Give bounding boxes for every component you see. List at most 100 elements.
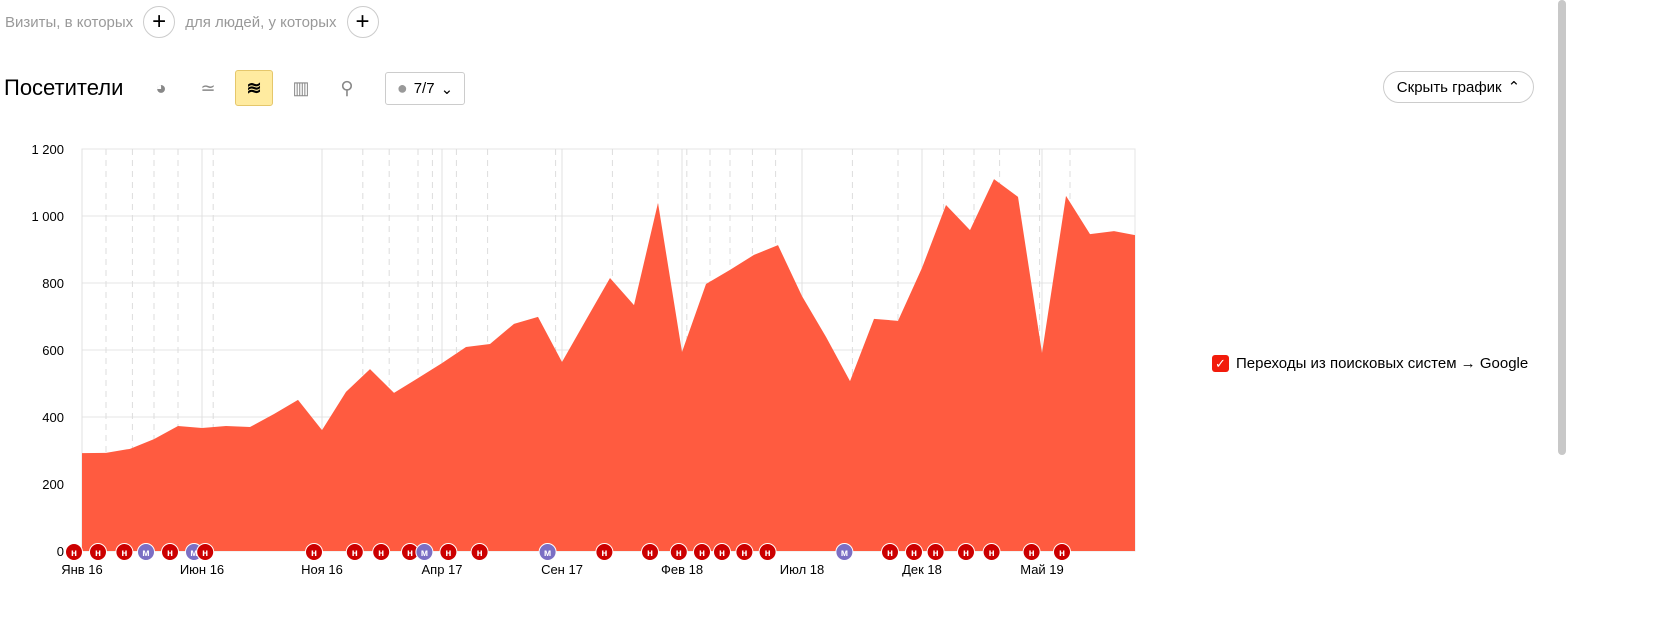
notes-dropdown[interactable]: ● 7/7 ⌄	[385, 72, 465, 105]
annotation-marker[interactable]: н	[641, 543, 659, 561]
legend-item[interactable]: ✓ Переходы из поисковых систем → Google	[1212, 355, 1528, 372]
annotation-marker[interactable]: м	[538, 543, 557, 561]
bar-chart-button[interactable]: ▥	[282, 70, 320, 106]
y-tick-label: 400	[42, 410, 64, 425]
comment-icon: ●	[396, 78, 408, 98]
map-icon: ⚲	[340, 77, 354, 98]
annotation-bubble-icon	[196, 543, 215, 561]
annotation-bubble-icon	[89, 543, 107, 561]
annotation-marker[interactable]: н	[470, 543, 489, 561]
annotation-bubble-icon	[957, 543, 975, 561]
annotation-marker[interactable]: н	[693, 543, 711, 561]
checkbox-checked-icon[interactable]: ✓	[1212, 355, 1229, 372]
x-tick-label: Май 19	[1020, 562, 1064, 577]
annotation-bubble-icon	[137, 543, 155, 561]
annotation-marker[interactable]: н	[1053, 543, 1071, 561]
x-tick-label: Янв 16	[61, 562, 103, 577]
hide-chart-button[interactable]: Скрыть график ⌃	[1383, 71, 1534, 103]
x-tick-label: Фев 18	[661, 562, 703, 577]
annotation-bubble-icon	[595, 543, 614, 561]
annotation-bubble-icon	[926, 543, 945, 561]
annotation-bubble-icon	[415, 543, 434, 561]
annotation-type: н	[71, 548, 77, 559]
annotation-marker[interactable]: н	[65, 543, 83, 561]
annotation-type: н	[963, 548, 969, 559]
annotation-bubble-icon	[758, 543, 777, 561]
annotation-marker[interactable]: м	[137, 543, 155, 561]
annotation-marker[interactable]: н	[161, 543, 179, 561]
annotation-marker[interactable]: н	[1022, 543, 1041, 561]
y-tick-label: 1 200	[31, 142, 64, 157]
x-tick-label: Дек 18	[902, 562, 942, 577]
y-tick-label: 200	[42, 477, 64, 492]
annotation-type: н	[741, 548, 747, 559]
page-title: Посетители	[4, 75, 124, 100]
annotation-type: н	[477, 548, 483, 559]
add-visits-condition-button[interactable]: +	[143, 6, 176, 38]
x-tick-label: Июл 18	[780, 562, 824, 577]
annotation-type: н	[887, 548, 893, 559]
annotation-bubble-icon	[115, 543, 134, 561]
y-tick-label: 1 000	[31, 209, 64, 224]
annotation-type: н	[445, 548, 451, 559]
annotation-marker[interactable]: н	[89, 543, 107, 561]
annotation-marker[interactable]: н	[196, 543, 215, 561]
add-people-condition-button[interactable]: +	[346, 6, 379, 38]
pie-chart-button[interactable]: ◕	[142, 70, 180, 106]
annotation-marker[interactable]: н	[905, 543, 923, 561]
annotation-marker[interactable]: н	[372, 543, 391, 561]
line-chart-icon: ≃	[200, 77, 216, 98]
annotation-type: н	[1029, 548, 1035, 559]
segment-bar: Визиты, в которых + для людей, у которых…	[5, 6, 389, 38]
annotation-bubble-icon	[439, 543, 458, 561]
annotation-marker[interactable]: н	[735, 543, 754, 561]
annotation-marker[interactable]: н	[115, 543, 134, 561]
annotation-type: н	[601, 548, 607, 559]
annotation-bubble-icon	[470, 543, 489, 561]
annotation-type: н	[378, 548, 384, 559]
annotation-marker[interactable]: н	[957, 543, 975, 561]
map-button[interactable]: ⚲	[328, 70, 366, 106]
stacked-area-chart-button[interactable]: ≋	[235, 70, 273, 106]
annotation-marker[interactable]: н	[595, 543, 614, 561]
annotation-type: н	[167, 548, 173, 559]
annotation-marker[interactable]: н	[439, 543, 458, 561]
annotation-marker[interactable]: н	[881, 543, 899, 561]
area-chart: 0 200 400 600 800 1 000 1 200 Янв 16 Июн 16 Ноя 1…	[31, 142, 1136, 577]
annotation-type: м	[544, 548, 551, 559]
annotation-type: н	[311, 548, 317, 559]
scrollbar[interactable]	[1558, 0, 1566, 455]
y-tick-label: 800	[42, 276, 64, 291]
annotation-bubble-icon	[1022, 543, 1041, 561]
annotation-marker[interactable]: н	[713, 543, 731, 561]
annotation-bubble-icon	[713, 543, 731, 561]
y-tick-label: 600	[42, 343, 64, 358]
y-tick-label: 0	[57, 544, 64, 559]
line-chart-button[interactable]: ≃	[189, 70, 227, 106]
annotation-type: н	[699, 548, 705, 559]
annotation-marker[interactable]: м	[835, 543, 854, 561]
x-tick-label: Ноя 16	[301, 562, 343, 577]
annotation-type: н	[352, 548, 358, 559]
annotation-bubble-icon	[372, 543, 391, 561]
annotation-bubble-icon	[305, 543, 323, 561]
annotation-type: н	[719, 548, 725, 559]
series-area	[82, 179, 1135, 551]
annotation-bubble-icon	[538, 543, 557, 561]
annotation-bubble-icon	[881, 543, 899, 561]
annotation-type: н	[407, 548, 413, 559]
annotation-type: н	[202, 548, 208, 559]
annotation-type: м	[421, 548, 428, 559]
annotation-marker[interactable]: н	[926, 543, 945, 561]
annotation-type: м	[142, 548, 149, 559]
x-tick-label: Сен 17	[541, 562, 583, 577]
x-tick-label: Апр 17	[421, 562, 462, 577]
annotation-marker[interactable]: н	[758, 543, 777, 561]
annotation-marker[interactable]: н	[345, 543, 364, 561]
annotation-marker[interactable]: н	[982, 543, 1001, 561]
annotation-bubble-icon	[641, 543, 659, 561]
annotation-marker[interactable]: м	[415, 543, 434, 561]
annotation-marker[interactable]: н	[305, 543, 323, 561]
pie-chart-icon: ◕	[155, 77, 167, 98]
annotation-marker[interactable]: н	[669, 543, 688, 561]
